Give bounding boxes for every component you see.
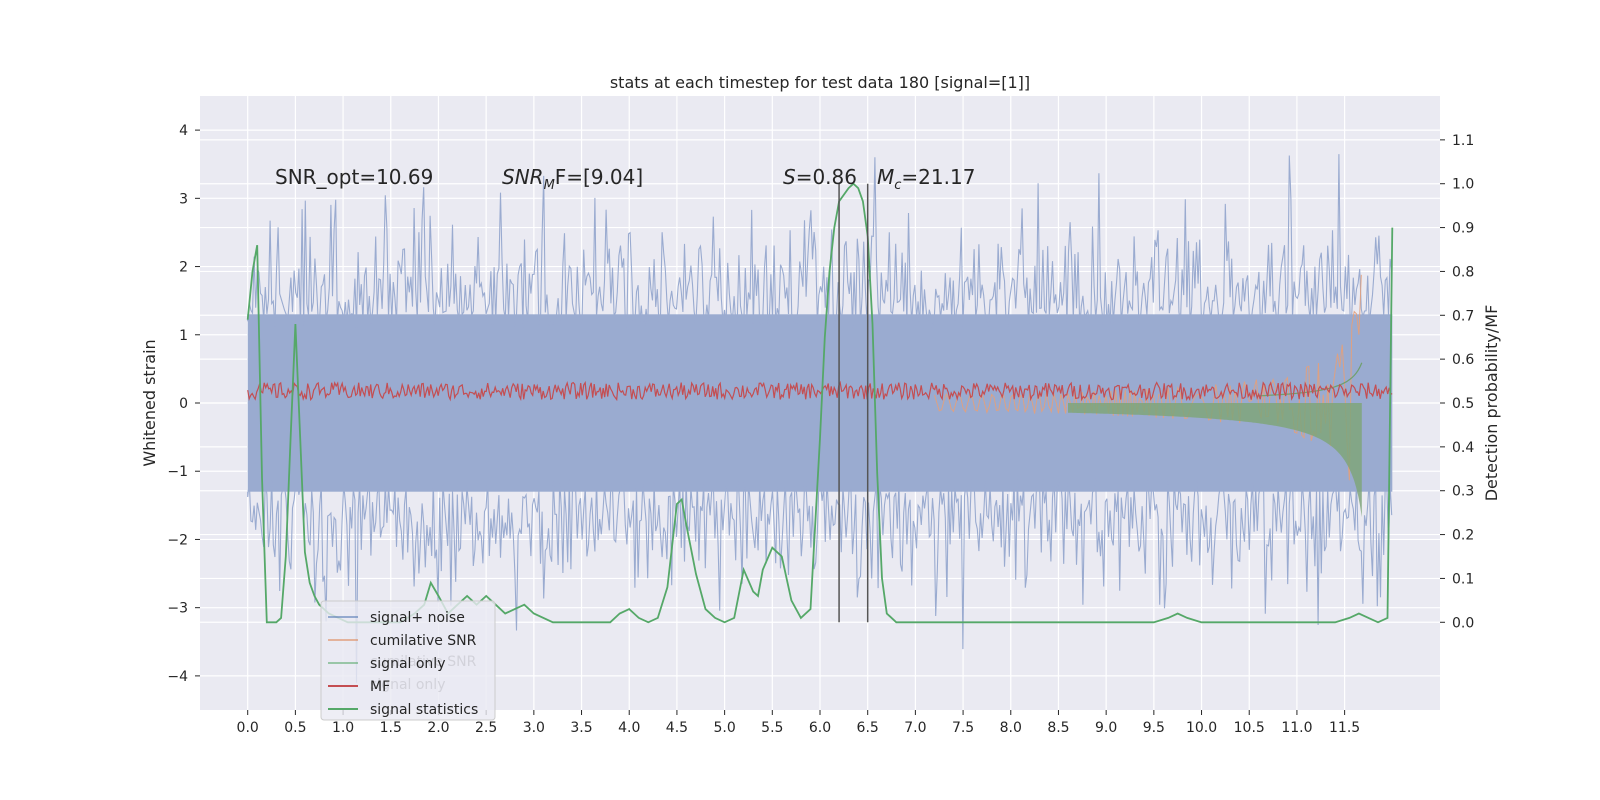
annotation-snr-opt: SNR_opt=10.69 bbox=[275, 165, 433, 189]
x-tick-label: 7.0 bbox=[904, 720, 926, 736]
left-y-tick-label: 3 bbox=[179, 191, 188, 207]
x-tick-label: 4.0 bbox=[618, 720, 640, 736]
signal-noise-lower bbox=[247, 477, 1393, 683]
x-tick-label: 1.5 bbox=[380, 720, 402, 736]
legend-label: signal statistics bbox=[370, 702, 478, 718]
legend: cumilative SNR signal only signal+ noise… bbox=[320, 600, 496, 721]
x-axis-ticks: 0.0 0.5 1.0 1.5 2.0 2.5 3.0 3.5 4.0 4.5 5.0 5.5 6.0 6… bbox=[237, 710, 1360, 736]
legend-box bbox=[320, 600, 496, 721]
left-y-tick-label: 2 bbox=[179, 260, 188, 276]
left-y-tick-label: 0 bbox=[179, 396, 188, 412]
x-tick-label: 10.0 bbox=[1186, 720, 1217, 736]
annotation-snr-mf-sub: M bbox=[544, 178, 555, 193]
x-tick-label: 9.5 bbox=[1143, 720, 1165, 736]
right-y-tick-label: 1.1 bbox=[1452, 133, 1474, 149]
annotation-s-name: S bbox=[783, 165, 796, 189]
right-y-tick-label: 0.0 bbox=[1452, 615, 1474, 631]
annotation-snr-mf-name: SNR bbox=[502, 165, 544, 189]
right-y-tick-label: 0.8 bbox=[1452, 264, 1474, 280]
x-tick-label: 10.5 bbox=[1234, 720, 1265, 736]
right-y-tick-label: 0.2 bbox=[1452, 528, 1474, 544]
left-y-tick-label: 1 bbox=[179, 328, 188, 344]
x-tick-label: 9.0 bbox=[1095, 720, 1117, 736]
x-tick-label: 4.5 bbox=[666, 720, 688, 736]
right-y-tick-label: 0.1 bbox=[1452, 571, 1474, 587]
right-y-tick-label: 0.3 bbox=[1452, 484, 1474, 500]
x-tick-label: 7.5 bbox=[952, 720, 974, 736]
x-tick-label: 0.5 bbox=[284, 720, 306, 736]
right-y-axis-label: Detection probability/MF bbox=[1482, 305, 1501, 502]
legend-label: MF bbox=[370, 679, 390, 695]
signal-only-line bbox=[1258, 362, 1363, 397]
left-y-axis-label: Whitened strain bbox=[140, 339, 159, 466]
x-tick-label: 8.5 bbox=[1047, 720, 1069, 736]
annotation-snr-mf: SNRMF=[9.04] bbox=[502, 165, 643, 193]
signal-noise-upper bbox=[247, 154, 1393, 329]
right-y-tick-label: 0.6 bbox=[1452, 352, 1474, 368]
legend-ghost-text: signal only bbox=[370, 677, 445, 693]
x-tick-label: 2.0 bbox=[427, 720, 449, 736]
mf-line bbox=[247, 380, 1393, 402]
x-tick-label: 5.0 bbox=[713, 720, 735, 736]
x-tick-label: 6.0 bbox=[809, 720, 831, 736]
legend-label: signal only bbox=[370, 656, 445, 672]
mf-series bbox=[247, 380, 1393, 402]
right-y-tick-label: 1.0 bbox=[1452, 177, 1474, 193]
right-y-axis-ticks: 1.1 1.0 0.9 0.8 0.7 0.6 0.5 0.4 0.3 0.2 0.1 0.0 bbox=[1440, 133, 1474, 631]
merger-window-lines bbox=[838, 183, 869, 623]
x-tick-label: 3.5 bbox=[570, 720, 592, 736]
legend-label: signal+ noise bbox=[370, 610, 465, 626]
chart-title: stats at each timestep for test data 180… bbox=[610, 73, 1030, 92]
left-y-tick-label: −2 bbox=[167, 532, 188, 548]
left-y-tick-label: −1 bbox=[167, 464, 188, 480]
annotation-snr-mf-tail: F=[9.04] bbox=[555, 165, 643, 189]
right-y-tick-label: 0.4 bbox=[1452, 440, 1474, 456]
x-tick-label: 2.5 bbox=[475, 720, 497, 736]
left-y-tick-label: 4 bbox=[179, 123, 188, 139]
x-tick-label: 1.0 bbox=[332, 720, 354, 736]
annotation-mc-value: =21.17 bbox=[901, 165, 975, 189]
signal-only-series bbox=[1068, 362, 1363, 518]
x-tick-label: 11.0 bbox=[1281, 720, 1312, 736]
annotation-mc-sub: c bbox=[894, 178, 901, 193]
x-tick-label: 11.5 bbox=[1329, 720, 1360, 736]
legend-ghost-text: cumilative SNR bbox=[370, 654, 477, 670]
x-tick-label: 8.0 bbox=[1000, 720, 1022, 736]
x-tick-label: 6.5 bbox=[857, 720, 879, 736]
left-y-axis-ticks: 4 3 2 1 0 −1 −2 −3 −4 bbox=[167, 123, 200, 685]
signal-only-fill bbox=[1068, 403, 1362, 518]
annotation-s-value: =0.86 bbox=[796, 165, 857, 189]
right-y-tick-label: 0.9 bbox=[1452, 221, 1474, 237]
annotation-mc: Mc=21.17 bbox=[877, 165, 975, 193]
left-y-tick-label: −4 bbox=[167, 669, 188, 685]
x-tick-label: 3.0 bbox=[523, 720, 545, 736]
x-tick-label: 5.5 bbox=[761, 720, 783, 736]
right-y-tick-label: 0.5 bbox=[1452, 396, 1474, 412]
legend-label: cumilative SNR bbox=[370, 633, 477, 649]
annotation-mc-name: M bbox=[877, 165, 894, 189]
annotation-s: S=0.86 bbox=[783, 165, 857, 189]
left-y-tick-label: −3 bbox=[167, 601, 188, 617]
x-tick-label: 0.0 bbox=[237, 720, 259, 736]
right-y-tick-label: 0.7 bbox=[1452, 308, 1474, 324]
